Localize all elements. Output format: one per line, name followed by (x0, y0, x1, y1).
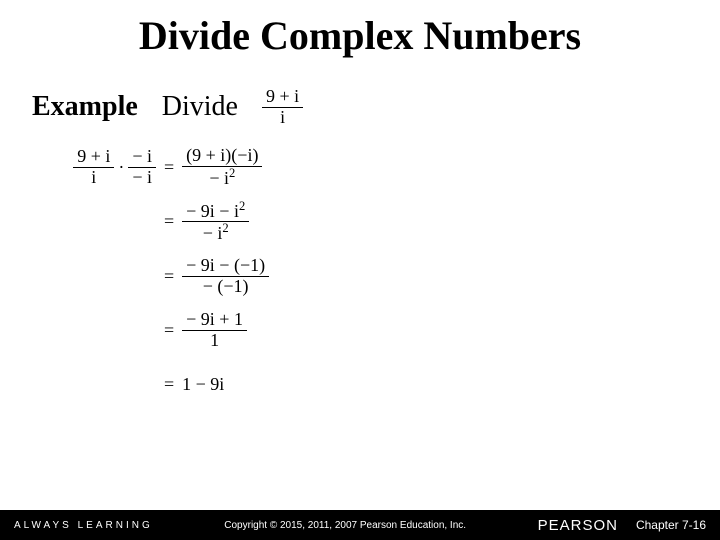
s2-num-a: − 9i − i (186, 201, 239, 221)
copyright-text: Copyright © 2015, 2011, 2007 Pearson Edu… (153, 520, 538, 531)
step-1-rhs: (9 + i)(−i) − i2 (182, 146, 262, 189)
equals-5: = (164, 374, 174, 395)
equals-3: = (164, 266, 174, 287)
step-3-frac: − 9i − (−1) − (−1) (182, 256, 269, 297)
pearson-logo: PEARSON (538, 517, 618, 534)
s1-rhs-den-sup: 2 (229, 166, 235, 180)
step-2-frac: − 9i − i2 − i2 (182, 200, 249, 245)
equals-2: = (164, 211, 174, 232)
step-2-rhs: − 9i − i2 − i2 (182, 200, 249, 245)
s1-f1-num: 9 + i (73, 147, 114, 168)
s1-rhs-num: (9 + i)(−i) (182, 146, 262, 167)
s1-rhs-den-base: − i (209, 168, 229, 188)
s3-den: − (−1) (199, 277, 253, 297)
s2-den: − i2 (199, 222, 233, 244)
dot-icon: · (118, 157, 124, 178)
s1-f2-den: − i (128, 168, 156, 188)
chapter-label: Chapter 7-16 (636, 518, 706, 532)
equals-1: = (164, 157, 174, 178)
step-2: = − 9i − i2 − i2 (60, 200, 720, 245)
step-5: = 1 − 9i (60, 362, 720, 406)
s2-num-sup: 2 (239, 199, 245, 213)
always-learning-label: ALWAYS LEARNING (14, 520, 153, 531)
step-1-lhs-frac2: − i − i (128, 147, 156, 188)
step-1-lhs: 9 + i i · − i − i (60, 147, 156, 188)
step-1-rhs-frac: (9 + i)(−i) − i2 (182, 146, 262, 189)
s2-den-base: − i (203, 223, 223, 243)
problem-numerator: 9 + i (262, 87, 303, 108)
problem-fraction: 9 + i i (262, 87, 303, 128)
work-area: 9 + i i · − i − i = (9 + i)(−i) − i2 = (60, 146, 720, 407)
step-3: = − 9i − (−1) − (−1) (60, 254, 720, 298)
slide-title: Divide Complex Numbers (0, 0, 720, 59)
slide: Divide Complex Numbers Example Divide 9 … (0, 0, 720, 540)
step-4: = − 9i + 1 1 (60, 308, 720, 352)
step-5-rhs: 1 − 9i (182, 374, 224, 395)
step-1: 9 + i i · − i − i = (9 + i)(−i) − i2 (60, 146, 720, 190)
footer-bar: ALWAYS LEARNING Copyright © 2015, 2011, … (0, 510, 720, 540)
s2-den-sup: 2 (222, 221, 228, 235)
step-1-lhs-frac1: 9 + i i (73, 147, 114, 188)
s1-f1-den: i (87, 168, 100, 188)
example-label: Example (32, 91, 138, 123)
step-4-rhs: − 9i + 1 1 (182, 310, 247, 351)
step-3-rhs: − 9i − (−1) − (−1) (182, 256, 269, 297)
s1-rhs-den: − i2 (205, 167, 239, 189)
example-row: Example Divide 9 + i i (32, 87, 720, 128)
s4-den: 1 (206, 331, 223, 351)
s2-num: − 9i − i2 (182, 200, 249, 223)
equals-4: = (164, 320, 174, 341)
problem-denominator: i (276, 108, 289, 128)
s4-num: − 9i + 1 (182, 310, 247, 331)
divide-label: Divide (162, 91, 238, 123)
s1-f2-num: − i (128, 147, 156, 168)
step-4-frac: − 9i + 1 1 (182, 310, 247, 351)
s3-num: − 9i − (−1) (182, 256, 269, 277)
